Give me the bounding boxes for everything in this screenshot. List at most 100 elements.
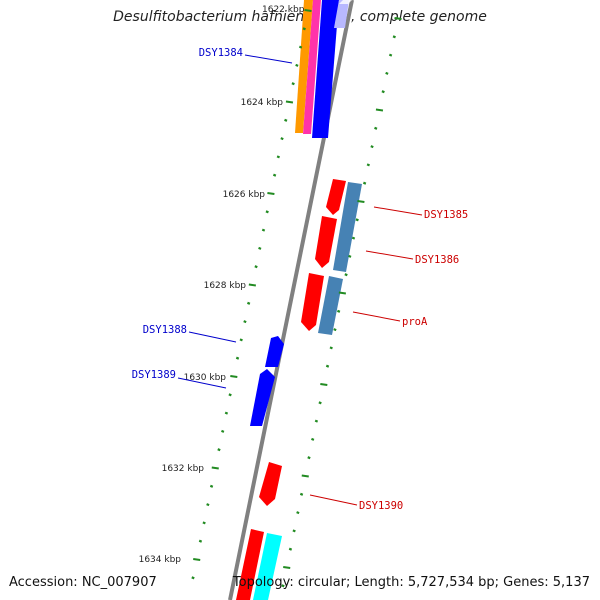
leader-proa	[352, 311, 401, 322]
gene-label-proa[interactable]: proA	[402, 316, 428, 328]
gene-label-dsy1389[interactable]: DSY1389	[132, 369, 176, 381]
scale-tick-right	[355, 218, 359, 222]
forward-cds-dsy1389	[250, 369, 275, 426]
tick-label-1628: 1628 kbp	[204, 281, 247, 291]
scale-tick-left	[280, 137, 284, 141]
scale-tick-right	[348, 254, 352, 258]
scale-tick-right	[370, 145, 374, 149]
scale-dot-tracks	[191, 9, 402, 588]
scale-tick-right	[311, 437, 315, 441]
map-title: Desulfitobacterium hafniense Y51, comple…	[113, 9, 487, 25]
scale-tick-left	[254, 265, 258, 269]
top-feature-band	[295, 0, 352, 138]
steel-feature-1	[333, 182, 362, 272]
scale-tick-left	[295, 63, 299, 67]
scale-tick-left	[206, 503, 210, 507]
forward-cds-dsy1388	[265, 336, 284, 367]
scale-tick-left	[235, 356, 240, 360]
scale-tick-right	[329, 346, 333, 350]
cyan-feature	[253, 533, 282, 600]
scale-tick-left	[191, 576, 195, 580]
scale-tick-right	[336, 309, 341, 313]
band-top-fade	[339, 0, 352, 4]
scale-tick-left	[304, 9, 312, 12]
tick-label-1624: 1624 kbp	[241, 98, 284, 108]
tick-label-1622: 1622 kbp	[262, 5, 305, 15]
leader-dsy1385	[373, 206, 423, 216]
scale-tick-right	[351, 236, 356, 240]
reverse-cds-dsy1385	[326, 179, 346, 215]
scale-tick-left	[193, 558, 201, 561]
gene-label-dsy1388[interactable]: DSY1388	[143, 324, 187, 336]
scale-tick-left	[267, 192, 275, 195]
scale-tick-left	[284, 118, 288, 122]
scale-tick-left	[276, 155, 280, 159]
scale-tick-left	[221, 429, 225, 433]
leader-dsy1389	[177, 377, 227, 389]
forward-cds-dsy1384	[312, 0, 339, 138]
scale-tick-right	[374, 126, 378, 130]
reverse-cds-group	[236, 179, 362, 600]
genome-summary-text: Topology: circular; Length: 5,727,534 bp…	[232, 575, 590, 590]
scale-tick-left	[248, 283, 257, 287]
gene-label-dsy1390[interactable]: DSY1390	[359, 500, 403, 512]
gene-label-dsy1386[interactable]: DSY1386	[415, 254, 459, 266]
gene-label-dsy1385[interactable]: DSY1385	[424, 209, 468, 221]
scale-tick-left	[261, 228, 266, 232]
scale-tick-left	[302, 27, 306, 31]
scale-tick-right	[394, 17, 402, 20]
orange-feature	[295, 0, 313, 133]
scale-tick-right	[385, 71, 389, 75]
leader-dsy1386	[365, 250, 414, 260]
reverse-cds-dsy1386	[315, 216, 337, 268]
leader-dsy1384	[244, 54, 293, 64]
scale-tick-left	[265, 210, 269, 214]
scale-tick-right	[299, 492, 304, 496]
scale-tick-right	[388, 53, 393, 57]
scale-tick-right	[325, 364, 330, 368]
leader-dsy1388	[188, 331, 237, 343]
scale-tick-left	[291, 82, 295, 86]
scale-tick-right	[301, 474, 309, 478]
reverse-cds-dsy1390	[259, 462, 282, 506]
scale-tick-right	[288, 547, 293, 551]
scale-tick-right	[320, 383, 328, 386]
scale-tick-left	[202, 521, 206, 525]
accession-text: Accession: NC_007907	[9, 575, 157, 590]
scale-tick-left	[298, 45, 303, 49]
scale-tick-left	[211, 466, 219, 470]
scale-tick-right	[375, 108, 384, 112]
scale-tick-right	[362, 181, 367, 185]
scale-tick-left	[228, 393, 232, 397]
scale-tick-left	[272, 173, 277, 177]
tick-label-1634: 1634 kbp	[139, 555, 182, 565]
scale-tick-left	[224, 411, 229, 415]
scale-tick-left	[243, 320, 247, 324]
tick-label-1626: 1626 kbp	[223, 190, 266, 200]
scale-tick-left	[239, 338, 243, 342]
scale-tick-right	[307, 456, 311, 460]
scale-tick-right	[292, 529, 296, 533]
scale-tick-left	[258, 246, 262, 250]
steel-feature-2	[318, 276, 343, 335]
scale-tick-left	[198, 539, 203, 543]
gene-label-dsy1384[interactable]: DSY1384	[199, 47, 243, 59]
scale-tick-right	[338, 291, 347, 295]
reverse-cds-bottom	[236, 529, 264, 600]
pink-feature	[303, 0, 321, 134]
forward-cds-highlight	[334, 0, 349, 28]
leader-dsy1390	[309, 494, 358, 506]
scale-tick-left	[246, 301, 251, 305]
scale-tick-right	[281, 584, 285, 588]
scale-tick-right	[366, 163, 370, 167]
scale-tick-left	[230, 375, 238, 378]
scale-tick-right	[318, 401, 322, 405]
reverse-cds-proa	[301, 273, 324, 331]
scale-tick-right	[283, 566, 291, 569]
scale-tick-right	[296, 511, 300, 515]
scale-tick-left	[285, 100, 294, 104]
scale-tick-left	[217, 448, 221, 452]
scale-tick-right	[344, 273, 348, 277]
tick-label-1630: 1630 kbp	[184, 373, 227, 383]
